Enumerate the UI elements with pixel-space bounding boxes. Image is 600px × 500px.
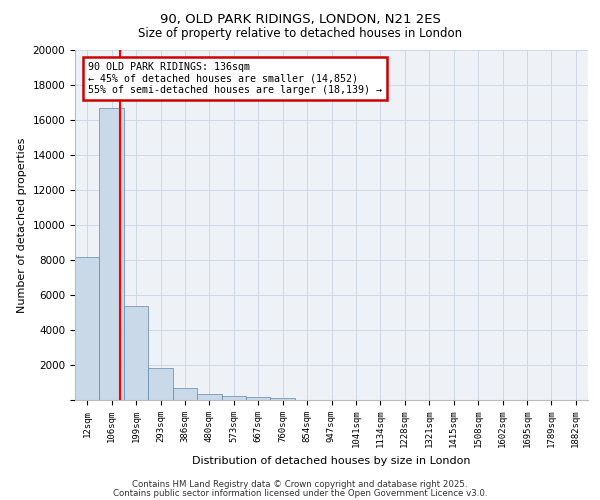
Text: Contains HM Land Registry data © Crown copyright and database right 2025.: Contains HM Land Registry data © Crown c… (132, 480, 468, 489)
Text: 90 OLD PARK RIDINGS: 136sqm
← 45% of detached houses are smaller (14,852)
55% of: 90 OLD PARK RIDINGS: 136sqm ← 45% of det… (88, 62, 382, 96)
Bar (271, 398, 295, 400)
Bar (100, 108, 124, 400)
Bar (148, 368, 173, 400)
Text: 90, OLD PARK RIDINGS, LONDON, N21 2ES: 90, OLD PARK RIDINGS, LONDON, N21 2ES (160, 12, 440, 26)
Bar (197, 394, 221, 400)
Text: Contains public sector information licensed under the Open Government Licence v3: Contains public sector information licen… (113, 489, 487, 498)
Text: Size of property relative to detached houses in London: Size of property relative to detached ho… (138, 28, 462, 40)
Bar (124, 306, 148, 400)
Y-axis label: Number of detached properties: Number of detached properties (17, 138, 27, 312)
Bar (75, 256, 100, 400)
Bar (173, 388, 197, 400)
Bar (246, 397, 271, 400)
Bar (221, 396, 246, 400)
X-axis label: Distribution of detached houses by size in London: Distribution of detached houses by size … (192, 456, 471, 466)
